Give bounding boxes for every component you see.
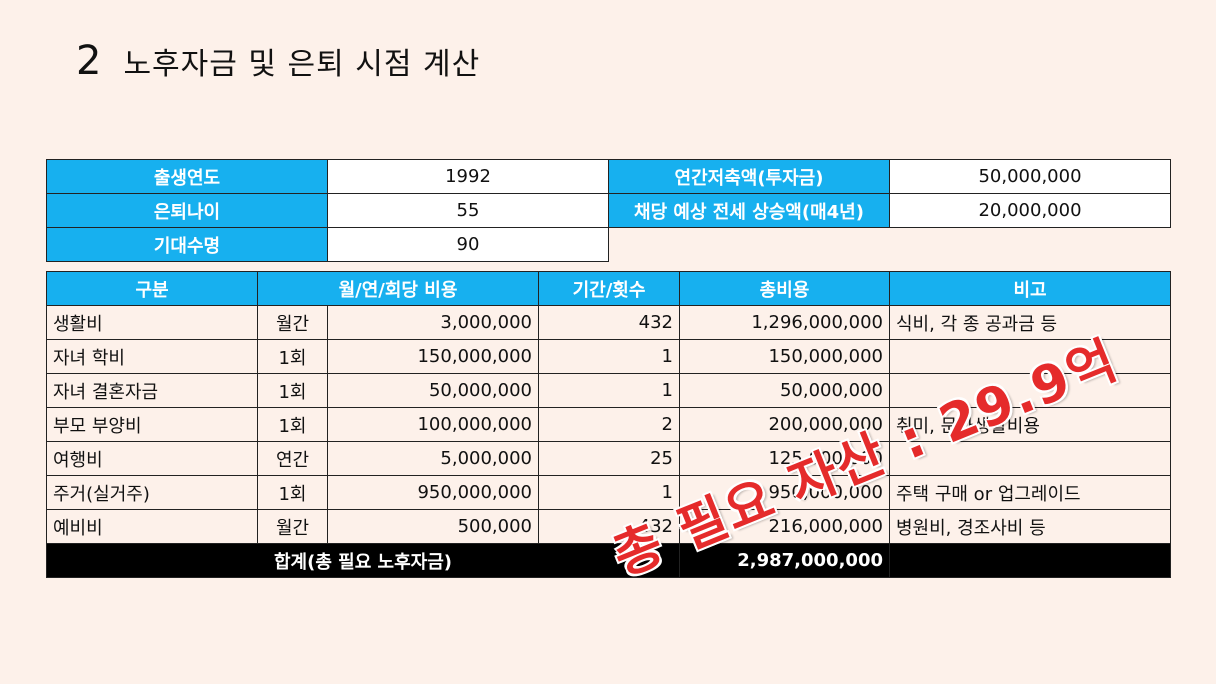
header-category: 구분	[46, 271, 258, 306]
header-count: 기간/횟수	[538, 271, 680, 306]
row-note[interactable]	[889, 339, 1171, 374]
total-label: 합계(총 필요 노후자금)	[46, 543, 680, 578]
row-cost[interactable]: 950,000,000	[327, 475, 539, 510]
row-count[interactable]: 2	[538, 407, 680, 442]
total-note	[889, 543, 1171, 578]
row-count[interactable]: 1	[538, 339, 680, 374]
row-name: 주거(실거주)	[46, 475, 258, 510]
life-expectancy-value[interactable]: 90	[327, 227, 609, 262]
row-unit[interactable]: 1회	[257, 475, 328, 510]
row-name: 자녀 결혼자금	[46, 373, 258, 408]
row-unit[interactable]: 1회	[257, 407, 328, 442]
row-unit[interactable]: 1회	[257, 339, 328, 374]
total-row: 합계(총 필요 노후자금) 2,987,000,000	[46, 543, 1171, 578]
row-cost[interactable]: 3,000,000	[327, 305, 539, 340]
row-cost[interactable]: 5,000,000	[327, 441, 539, 476]
header-unit-cost: 월/연/회당 비용	[257, 271, 539, 306]
table-row: 예비비 월간 500,000 432 216,000,000 병원비, 경조사비…	[46, 509, 1171, 544]
empty-cell	[609, 228, 890, 262]
row-total: 150,000,000	[679, 339, 890, 374]
row-count[interactable]: 1	[538, 475, 680, 510]
header-total: 총비용	[679, 271, 890, 306]
row-count[interactable]: 432	[538, 509, 680, 544]
row-name: 여행비	[46, 441, 258, 476]
table-row: 주거(실거주) 1회 950,000,000 1 950,000,000 주택 …	[46, 475, 1171, 510]
table-row: 여행비 연간 5,000,000 25 125,000,000	[46, 441, 1171, 476]
row-count[interactable]: 1	[538, 373, 680, 408]
row-total: 50,000,000	[679, 373, 890, 408]
row-unit[interactable]: 연간	[257, 441, 328, 476]
row-total: 216,000,000	[679, 509, 890, 544]
table-row: 부모 부양비 1회 100,000,000 2 200,000,000 취미, …	[46, 407, 1171, 442]
total-value: 2,987,000,000	[679, 543, 890, 578]
info-table: 출생연도 1992 연간저축액(투자금) 50,000,000 은퇴나이 55 …	[46, 159, 1171, 262]
retire-age-value[interactable]: 55	[327, 193, 609, 228]
row-unit[interactable]: 월간	[257, 305, 328, 340]
row-note[interactable]: 주택 구매 or 업그레이드	[889, 475, 1171, 510]
annual-saving-label: 연간저축액(투자금)	[608, 159, 890, 194]
deposit-increase-label: 채당 예상 전세 상승액(매4년)	[608, 193, 890, 228]
row-note[interactable]: 취미, 문화생활비용	[889, 407, 1171, 442]
row-name: 부모 부양비	[46, 407, 258, 442]
row-cost[interactable]: 500,000	[327, 509, 539, 544]
deposit-increase-value[interactable]: 20,000,000	[889, 193, 1171, 228]
row-unit[interactable]: 월간	[257, 509, 328, 544]
row-note[interactable]	[889, 441, 1171, 476]
table-row: 생활비 월간 3,000,000 432 1,296,000,000 식비, 각…	[46, 305, 1171, 340]
row-cost[interactable]: 50,000,000	[327, 373, 539, 408]
birth-year-label: 출생연도	[46, 159, 328, 194]
empty-cell	[890, 228, 1171, 262]
row-total: 1,296,000,000	[679, 305, 890, 340]
row-name: 자녀 학비	[46, 339, 258, 374]
row-count[interactable]: 432	[538, 305, 680, 340]
row-cost[interactable]: 100,000,000	[327, 407, 539, 442]
row-unit[interactable]: 1회	[257, 373, 328, 408]
table-row: 자녀 학비 1회 150,000,000 1 150,000,000	[46, 339, 1171, 374]
row-total: 200,000,000	[679, 407, 890, 442]
row-note[interactable]: 식비, 각 종 공과금 등	[889, 305, 1171, 340]
life-expectancy-label: 기대수명	[46, 227, 328, 262]
page-title: 2 노후자금 및 은퇴 시점 계산	[76, 38, 480, 84]
row-note[interactable]: 병원비, 경조사비 등	[889, 509, 1171, 544]
section-title: 노후자금 및 은퇴 시점 계산	[123, 47, 481, 82]
retire-age-label: 은퇴나이	[46, 193, 328, 228]
row-count[interactable]: 25	[538, 441, 680, 476]
annual-saving-value[interactable]: 50,000,000	[889, 159, 1171, 194]
row-name: 생활비	[46, 305, 258, 340]
row-total: 950,000,000	[679, 475, 890, 510]
row-name: 예비비	[46, 509, 258, 544]
row-total: 125,000,000	[679, 441, 890, 476]
birth-year-value[interactable]: 1992	[327, 159, 609, 194]
header-note: 비고	[889, 271, 1171, 306]
section-number: 2	[76, 38, 102, 84]
row-cost[interactable]: 150,000,000	[327, 339, 539, 374]
expense-table: 구분 월/연/회당 비용 기간/횟수 총비용 비고 생활비 월간 3,000,0…	[46, 271, 1171, 578]
